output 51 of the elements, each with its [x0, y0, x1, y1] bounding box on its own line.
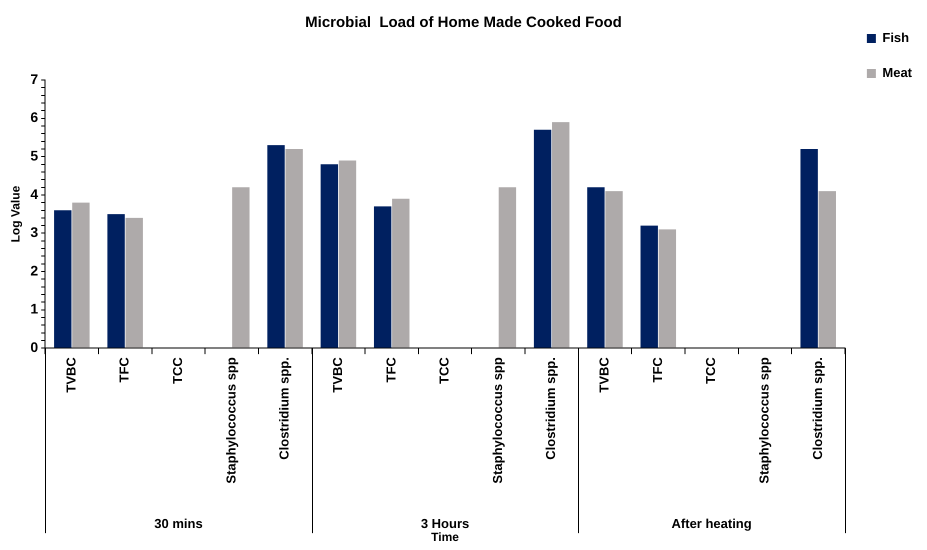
- bar: [498, 187, 516, 348]
- y-tick-label: 2: [30, 262, 38, 278]
- bar: [658, 229, 676, 348]
- bar: [54, 210, 72, 348]
- y-tick-label: 6: [30, 109, 38, 126]
- bar: [640, 226, 658, 348]
- legend-label: Fish: [882, 30, 910, 46]
- text: After heating: [672, 516, 752, 531]
- bar: [534, 130, 552, 348]
- bar: [374, 206, 392, 348]
- bar: [320, 164, 338, 348]
- y-tick-label: 4: [30, 186, 38, 202]
- bar: [818, 191, 836, 348]
- x-tick-label: Staphylococcus spp: [223, 357, 238, 484]
- x-tick-label: TFC: [383, 356, 398, 382]
- y-tick-label: 5: [30, 147, 38, 164]
- text: 3 Hours: [420, 516, 470, 531]
- x-tick-label: TCC: [703, 356, 718, 384]
- bar: [552, 122, 570, 348]
- bar: [107, 214, 125, 348]
- bar: [392, 198, 410, 348]
- bar: [800, 148, 818, 348]
- bar: [72, 202, 90, 348]
- x-tick-label: Clostridium spp.: [276, 357, 292, 460]
- x-tick-label: TFC: [116, 356, 132, 382]
- bar: [232, 187, 250, 348]
- legend-label: Meat: [882, 65, 913, 80]
- x-tick-label: Clostridium spp.: [543, 357, 558, 460]
- x-tick-label: TCC: [170, 356, 186, 384]
- y-tick-label: 3: [30, 224, 38, 240]
- y-tick-label: 0: [30, 339, 38, 356]
- x-tick-label: TVBC: [330, 356, 345, 393]
- x-tick-label: Staphylococcus spp: [490, 357, 505, 484]
- bar: [587, 187, 605, 348]
- chart-title: Microbial Load of Home Made Cooked Food: [305, 14, 622, 32]
- bar: [338, 160, 356, 348]
- bar: [267, 145, 285, 348]
- x-tick-label: TFC: [650, 356, 665, 382]
- y-axis-title: Log Value: [8, 185, 23, 242]
- x-tick-label: Staphylococcus spp: [756, 357, 772, 484]
- x-axis-title: Time: [431, 530, 460, 544]
- bar: [285, 148, 303, 348]
- y-tick-label: 1: [30, 300, 38, 317]
- x-tick-label: TVBC: [63, 356, 78, 393]
- x-tick-label: TVBC: [596, 356, 612, 393]
- bar: [605, 191, 623, 348]
- y-tick-label: 7: [30, 70, 38, 87]
- text: 30 mins: [154, 516, 203, 531]
- x-tick-label: Clostridium spp.: [810, 357, 825, 460]
- bar: [126, 218, 143, 348]
- x-tick-label: TCC: [436, 356, 452, 384]
